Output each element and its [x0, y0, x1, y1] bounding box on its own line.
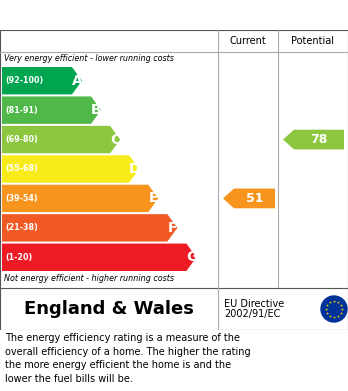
- Text: Very energy efficient - lower running costs: Very energy efficient - lower running co…: [4, 54, 174, 63]
- Text: 78: 78: [310, 133, 328, 146]
- Text: EU Directive: EU Directive: [224, 299, 284, 309]
- Text: (81-91): (81-91): [5, 106, 38, 115]
- Text: F: F: [168, 221, 177, 235]
- Text: G: G: [186, 250, 197, 264]
- Text: 2002/91/EC: 2002/91/EC: [224, 309, 280, 319]
- Polygon shape: [223, 188, 275, 208]
- Polygon shape: [2, 126, 120, 153]
- Text: The energy efficiency rating is a measure of the
overall efficiency of a home. T: The energy efficiency rating is a measur…: [5, 333, 251, 384]
- Text: (69-80): (69-80): [5, 135, 38, 144]
- Text: (21-38): (21-38): [5, 223, 38, 232]
- Text: Current: Current: [230, 36, 266, 46]
- Text: (92-100): (92-100): [5, 76, 43, 85]
- Polygon shape: [2, 97, 101, 124]
- Text: Not energy efficient - higher running costs: Not energy efficient - higher running co…: [4, 274, 174, 283]
- Text: Energy Efficiency Rating: Energy Efficiency Rating: [41, 7, 251, 23]
- Polygon shape: [2, 155, 139, 183]
- Polygon shape: [283, 130, 344, 149]
- Text: Potential: Potential: [292, 36, 334, 46]
- Text: B: B: [91, 103, 101, 117]
- Text: A: A: [72, 74, 82, 88]
- Text: (1-20): (1-20): [5, 253, 32, 262]
- Text: (55-68): (55-68): [5, 165, 38, 174]
- Polygon shape: [2, 185, 158, 212]
- Text: D: D: [128, 162, 140, 176]
- Text: England & Wales: England & Wales: [24, 300, 194, 318]
- Polygon shape: [2, 67, 82, 95]
- Text: E: E: [149, 192, 158, 205]
- Polygon shape: [2, 244, 196, 271]
- Circle shape: [321, 296, 347, 322]
- Polygon shape: [2, 214, 177, 242]
- Text: (39-54): (39-54): [5, 194, 38, 203]
- Text: 51: 51: [246, 192, 263, 205]
- Text: C: C: [110, 133, 120, 147]
